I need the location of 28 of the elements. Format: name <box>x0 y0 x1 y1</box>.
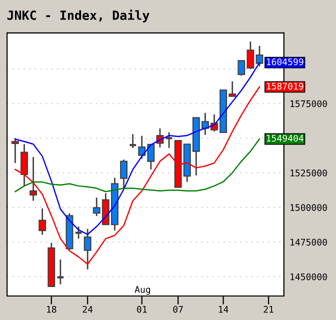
y-tick-label: 1575000 <box>290 100 327 108</box>
candlestick <box>38 208 46 236</box>
candlestick <box>20 143 28 187</box>
data-label: 1587019 <box>266 82 304 90</box>
x-tick-label: 07 <box>173 306 183 313</box>
x-tick-label: 14 <box>218 306 228 313</box>
x-tick-label: 24 <box>82 306 93 313</box>
candlestick <box>84 228 92 270</box>
y-tick-label: 1500000 <box>290 204 327 211</box>
candlestick <box>120 158 128 190</box>
chart-title: JNKC - Index, Daily <box>7 10 150 22</box>
candlestick <box>11 137 19 164</box>
candlestick <box>256 45 264 68</box>
candlestick <box>56 258 65 285</box>
line-series <box>14 86 260 265</box>
line-series <box>14 138 260 192</box>
x-tick-label: 21 <box>264 306 274 313</box>
data-label: 1549404 <box>266 134 304 142</box>
candlestick <box>128 133 138 149</box>
candlestick <box>74 226 83 240</box>
y-tick-label: 1450000 <box>290 273 327 280</box>
data-label: 1604599 <box>266 58 304 66</box>
y-tick-label: 1525000 <box>290 170 327 176</box>
candlestick <box>30 156 38 202</box>
x-tick-label: 01 <box>137 306 147 313</box>
y-tick-label: 1475000 <box>290 238 327 246</box>
x-tick-label: 18 <box>47 306 56 313</box>
annotation: Aug <box>134 286 150 295</box>
